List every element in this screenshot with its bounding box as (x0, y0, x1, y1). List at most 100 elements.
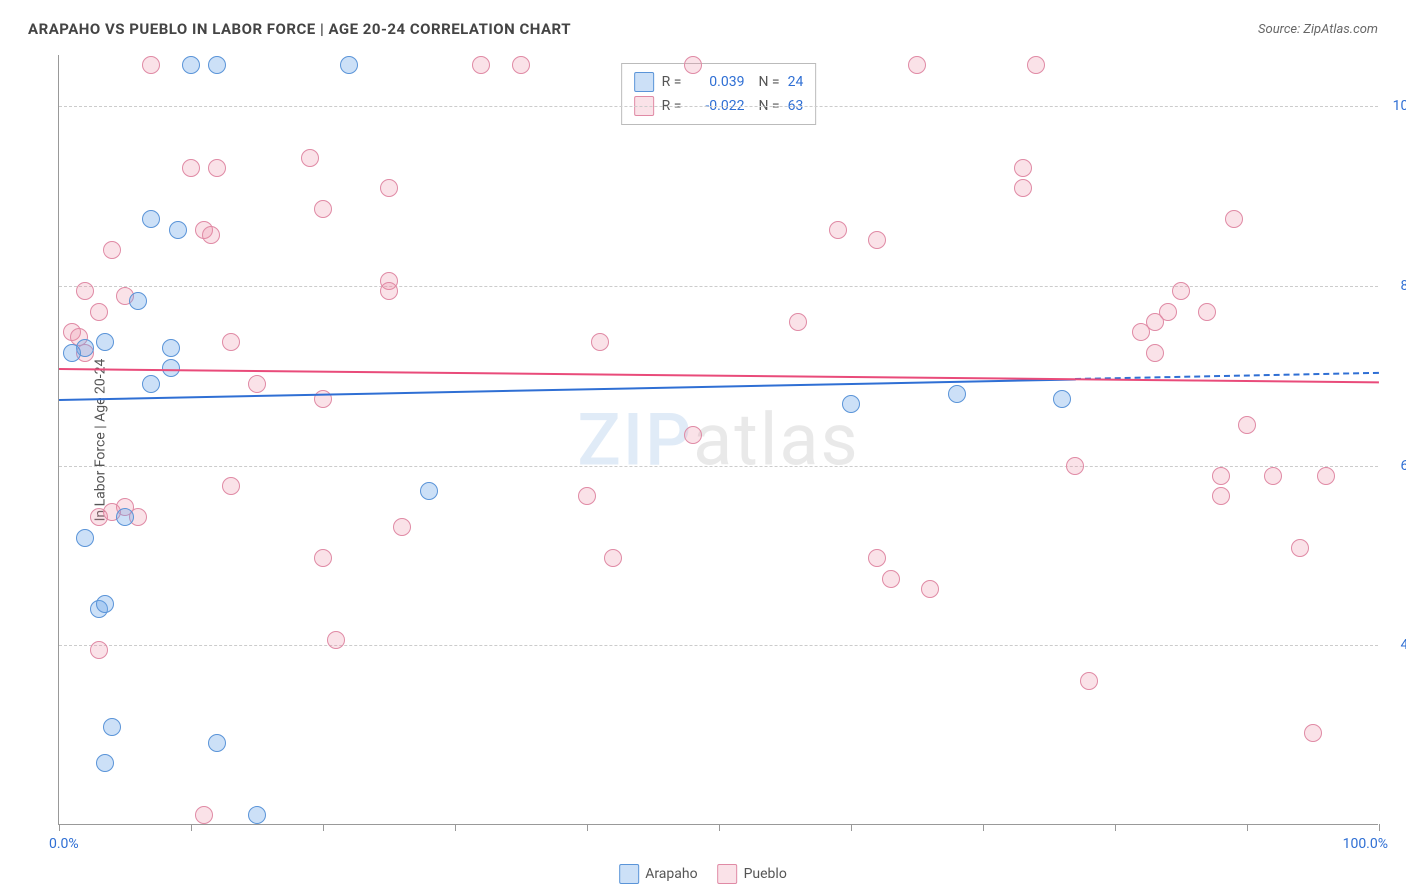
arapaho-point (182, 56, 200, 74)
arapaho-point (96, 333, 114, 351)
gridline (59, 645, 1378, 646)
pueblo-point (314, 200, 332, 218)
arapaho-legend-label: Arapaho (645, 866, 697, 882)
arapaho-point (208, 56, 226, 74)
pueblo-point (472, 56, 490, 74)
arapaho-point (96, 754, 114, 772)
pueblo-point (380, 282, 398, 300)
arapaho-point (142, 210, 160, 228)
x-tick (455, 824, 456, 831)
arapaho-swatch (634, 72, 654, 92)
pueblo-point (1291, 539, 1309, 557)
pueblo-point (868, 549, 886, 567)
pueblo-point (789, 313, 807, 331)
pueblo-point (512, 56, 530, 74)
pueblo-point (208, 159, 226, 177)
watermark: ZIPatlas (577, 397, 859, 482)
arapaho-legend-swatch (619, 864, 639, 884)
y-tick-label: 82.5% (1400, 278, 1406, 294)
pueblo-point (314, 549, 332, 567)
pueblo-point (103, 241, 121, 259)
pueblo-point (202, 226, 220, 244)
y-tick-label: 100.0% (1393, 98, 1406, 114)
correlation-legend: R = 0.039 N = 24 R = -0.022 N = 63 (621, 63, 817, 125)
pueblo-point (248, 375, 266, 393)
x-tick (983, 824, 984, 831)
trendline (59, 378, 1075, 401)
arapaho-point (340, 56, 358, 74)
pueblo-point (1212, 487, 1230, 505)
pueblo-point (222, 333, 240, 351)
series-legend: Arapaho Pueblo (619, 864, 787, 884)
source-label: Source: ZipAtlas.com (1258, 22, 1378, 37)
pueblo-point (1014, 159, 1032, 177)
x-tick (191, 824, 192, 831)
arapaho-point (169, 221, 187, 239)
pueblo-point (1238, 416, 1256, 434)
arapaho-point (248, 806, 266, 824)
x-tick (587, 824, 588, 831)
arapaho-point (96, 595, 114, 613)
pueblo-point (1264, 467, 1282, 485)
arapaho-point (1053, 390, 1071, 408)
arapaho-point (842, 395, 860, 413)
x-tick (719, 824, 720, 831)
pueblo-point (684, 56, 702, 74)
arapaho-point (948, 385, 966, 403)
pueblo-point (90, 641, 108, 659)
gridline (59, 106, 1378, 107)
pueblo-point (301, 149, 319, 167)
pueblo-point (1172, 282, 1190, 300)
x-axis-min-label: 0.0% (49, 836, 79, 852)
pueblo-point (1014, 179, 1032, 197)
x-tick (1379, 824, 1380, 831)
pueblo-point (1066, 457, 1084, 475)
arapaho-point (420, 482, 438, 500)
y-axis-title: In Labor Force | Age 20-24 (92, 358, 108, 521)
arapaho-point (76, 529, 94, 547)
pueblo-point (684, 426, 702, 444)
arapaho-point (103, 718, 121, 736)
pueblo-point (578, 487, 596, 505)
pueblo-point (393, 518, 411, 536)
pueblo-legend-label: Pueblo (744, 866, 787, 882)
pueblo-point (1159, 303, 1177, 321)
pueblo-point (1225, 210, 1243, 228)
pueblo-point (591, 333, 609, 351)
x-tick (1247, 824, 1248, 831)
pueblo-point (829, 221, 847, 239)
y-tick-label: 65.0% (1400, 458, 1406, 474)
pueblo-point (1080, 672, 1098, 690)
pueblo-point (380, 179, 398, 197)
pueblo-point (195, 806, 213, 824)
x-tick (59, 824, 60, 831)
arapaho-point (116, 508, 134, 526)
chart-title: ARAPAHO VS PUEBLO IN LABOR FORCE | AGE 2… (28, 20, 571, 38)
arapaho-point (162, 339, 180, 357)
pueblo-point (182, 159, 200, 177)
x-tick (851, 824, 852, 831)
pueblo-legend-swatch (718, 864, 738, 884)
x-axis-max-label: 100.0% (1343, 836, 1388, 852)
arapaho-point (63, 344, 81, 362)
pueblo-point (1317, 467, 1335, 485)
pueblo-point (908, 56, 926, 74)
pueblo-point (1146, 344, 1164, 362)
pueblo-point (1304, 724, 1322, 742)
pueblo-point (1212, 467, 1230, 485)
y-tick-label: 47.5% (1400, 637, 1406, 653)
pueblo-point (1027, 56, 1045, 74)
pueblo-point (604, 549, 622, 567)
pueblo-point (142, 56, 160, 74)
x-tick (1115, 824, 1116, 831)
pueblo-point (222, 477, 240, 495)
pueblo-point (327, 631, 345, 649)
x-tick (323, 824, 324, 831)
scatter-plot: In Labor Force | Age 20-24 ZIPatlas R = … (58, 55, 1378, 825)
pueblo-point (76, 282, 94, 300)
pueblo-point (1198, 303, 1216, 321)
arapaho-point (208, 734, 226, 752)
pueblo-point (882, 570, 900, 588)
arapaho-point (129, 292, 147, 310)
pueblo-point (868, 231, 886, 249)
